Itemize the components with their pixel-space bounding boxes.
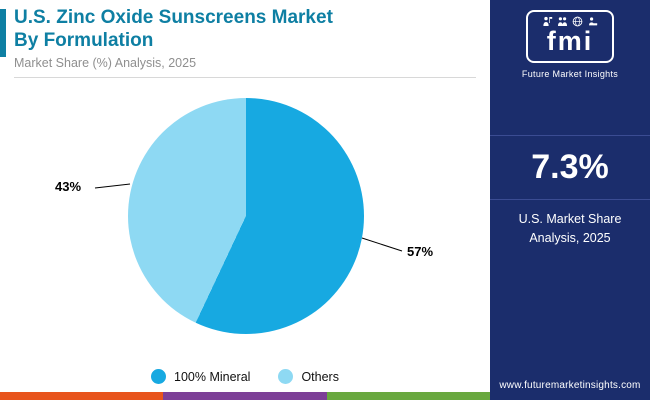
- stripe-purple: [163, 392, 327, 400]
- logo-icons-row: [542, 16, 598, 27]
- fmi-logo: fmi: [526, 10, 614, 63]
- pie-label-others: 43%: [55, 179, 82, 194]
- legend-dot-others: [278, 369, 294, 384]
- legend-dot-mineral: [151, 369, 167, 384]
- website-link[interactable]: www.futuremarketinsights.com: [499, 380, 641, 391]
- fmi-logo-caption: Future Market Insights: [521, 69, 619, 79]
- people-icon: [557, 16, 568, 27]
- sidebar-divider-bottom: [490, 199, 650, 200]
- legend-label-mineral: 100% Mineral: [174, 369, 251, 384]
- market-share-caption-line2: Analysis, 2025: [529, 231, 611, 246]
- person-laptop-icon: [587, 16, 598, 27]
- page-title: U.S. Zinc Oxide Sunscreens Market By For…: [14, 6, 476, 52]
- chart-panel: U.S. Zinc Oxide Sunscreens Market By For…: [0, 6, 490, 400]
- flag-person-icon: [542, 16, 553, 27]
- market-share-caption: U.S. Market Share Analysis, 2025: [519, 210, 622, 249]
- title-accent-bar: [0, 9, 6, 57]
- page-subtitle: Market Share (%) Analysis, 2025: [14, 56, 197, 71]
- chart-legend: 100% Mineral Others: [0, 369, 490, 384]
- globe-icon: [572, 16, 583, 27]
- page-title-line1: U.S. Zinc Oxide Sunscreens Market: [14, 7, 333, 28]
- stripe-orange: [0, 392, 164, 400]
- chart-header: U.S. Zinc Oxide Sunscreens Market By For…: [14, 6, 476, 79]
- pie-label-mineral: 57%: [407, 244, 434, 259]
- legend-item-others: Others: [278, 369, 339, 384]
- market-share-stat: 7.3%: [531, 148, 609, 186]
- footer-color-stripes: [0, 392, 490, 400]
- header-divider: [14, 77, 476, 79]
- stripe-green: [326, 392, 490, 400]
- page-title-line2: By Formulation: [14, 30, 154, 52]
- brand-sidebar: fmi Future Market Insights 7.3% U.S. Mar…: [490, 0, 650, 400]
- pie-chart: [128, 98, 364, 334]
- legend-item-mineral: 100% Mineral: [151, 369, 250, 384]
- sidebar-divider-top: [490, 135, 650, 136]
- legend-label-others: Others: [301, 369, 339, 384]
- market-share-caption-line1: U.S. Market Share: [518, 212, 622, 226]
- fmi-logo-text: fmi: [546, 26, 594, 56]
